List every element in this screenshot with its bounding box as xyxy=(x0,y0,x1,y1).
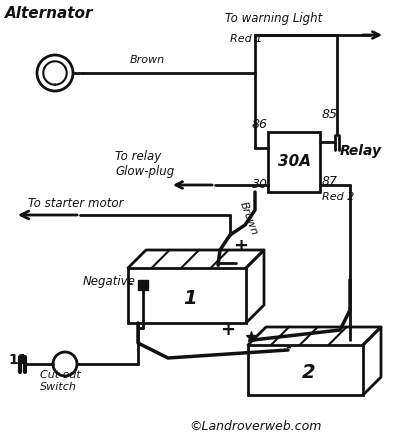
Text: -: - xyxy=(128,278,132,292)
Text: -: - xyxy=(285,338,291,356)
Text: 86: 86 xyxy=(252,118,268,131)
Text: Cut out
Switch: Cut out Switch xyxy=(40,370,81,392)
Text: 30A: 30A xyxy=(278,155,310,169)
Bar xyxy=(138,280,148,290)
Text: Negative: Negative xyxy=(83,275,136,288)
Text: To warning Light: To warning Light xyxy=(225,12,322,25)
Text: +: + xyxy=(220,321,236,339)
Text: Red 1: Red 1 xyxy=(230,34,262,44)
Text: 30: 30 xyxy=(252,178,268,191)
Text: 2: 2 xyxy=(302,363,315,382)
Text: Relay: Relay xyxy=(340,144,382,158)
Text: Alternator: Alternator xyxy=(5,6,94,21)
Text: Brown: Brown xyxy=(238,201,260,237)
Text: Brown: Brown xyxy=(130,55,165,65)
Text: 87: 87 xyxy=(322,175,338,188)
Bar xyxy=(248,345,363,395)
Text: To starter motor: To starter motor xyxy=(28,197,124,210)
Text: ©Landroverweb.com: ©Landroverweb.com xyxy=(189,420,321,433)
Bar xyxy=(268,132,320,192)
Text: Red 2: Red 2 xyxy=(322,192,354,202)
Text: To relay
Glow-plug: To relay Glow-plug xyxy=(115,150,174,178)
Text: 11: 11 xyxy=(8,353,28,367)
Text: +: + xyxy=(234,237,248,255)
Text: 85: 85 xyxy=(322,108,338,121)
Text: 1: 1 xyxy=(183,289,197,308)
Bar xyxy=(128,268,246,323)
